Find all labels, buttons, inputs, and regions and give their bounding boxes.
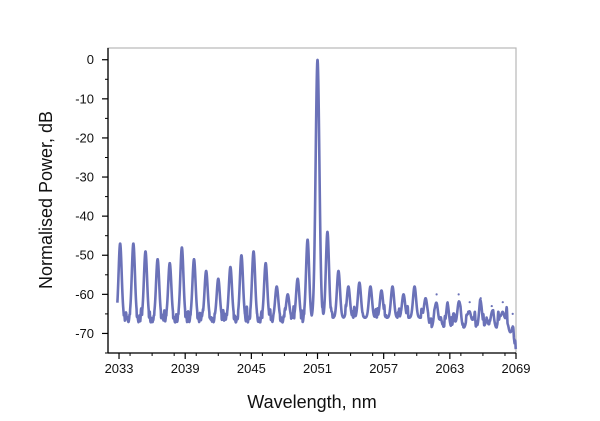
peak-point [296, 277, 299, 280]
peak-point [369, 285, 372, 288]
peak-point [205, 269, 208, 272]
x-axis-label: Wavelength, nm [247, 392, 376, 412]
peak-point [217, 277, 220, 280]
peak-point [490, 304, 493, 308]
peak-point [457, 293, 460, 296]
peak-point [511, 312, 514, 315]
peak-point [168, 261, 171, 265]
peak-point [391, 285, 394, 288]
y-axis-label: Normalised Power, dB [36, 111, 56, 289]
peak-point [252, 250, 255, 253]
peak-point [156, 258, 159, 261]
y-tick-label: -20 [75, 130, 94, 145]
x-ticks: 2033 2039 2045 2051 2057 2063 2069 [105, 353, 531, 376]
peak-point [144, 250, 147, 253]
y-tick-label: -50 [75, 248, 94, 263]
x-tick-label: 2033 [105, 361, 134, 376]
series-layer [116, 58, 518, 350]
series-line [116, 58, 518, 350]
peak-point [286, 293, 289, 296]
peak-point [402, 293, 405, 296]
x-tick-label: 2039 [171, 361, 200, 376]
y-tick-label: -70 [75, 326, 94, 341]
peak-point [413, 285, 416, 288]
peak-point [316, 58, 319, 61]
peak-point [337, 269, 340, 272]
peak-point [326, 230, 329, 233]
peak-point [479, 297, 482, 300]
y-tick-label: 0 [87, 52, 94, 67]
peak-point [358, 281, 361, 284]
peak-point [446, 301, 449, 304]
y-ticks: 0 -10 -20 -30 -40 -50 -60 -70 [75, 52, 108, 354]
x-tick-label: 2057 [369, 361, 398, 376]
peak-point [180, 246, 183, 249]
x-tick-label: 2051 [303, 361, 332, 376]
y-tick-label: -10 [75, 91, 94, 106]
peak-point [424, 297, 427, 300]
peak-point [306, 238, 309, 241]
peak-point [119, 242, 122, 245]
y-tick-label: -30 [75, 170, 94, 185]
peak-point [435, 293, 438, 296]
peak-point [501, 301, 504, 304]
peak-point [380, 289, 383, 292]
peak-point [192, 258, 196, 261]
peak-point [132, 242, 135, 245]
x-tick-label: 2063 [435, 361, 464, 376]
x-tick-label: 2069 [502, 361, 531, 376]
y-tick-label: -40 [75, 209, 94, 224]
peak-point [229, 265, 232, 269]
x-tick-label: 2045 [237, 361, 266, 376]
peak-point [275, 285, 278, 288]
peak-point [240, 254, 243, 257]
peak-point [468, 301, 471, 304]
peak-point [264, 261, 267, 265]
peak-point [347, 285, 350, 288]
y-tick-label: -60 [75, 287, 94, 302]
